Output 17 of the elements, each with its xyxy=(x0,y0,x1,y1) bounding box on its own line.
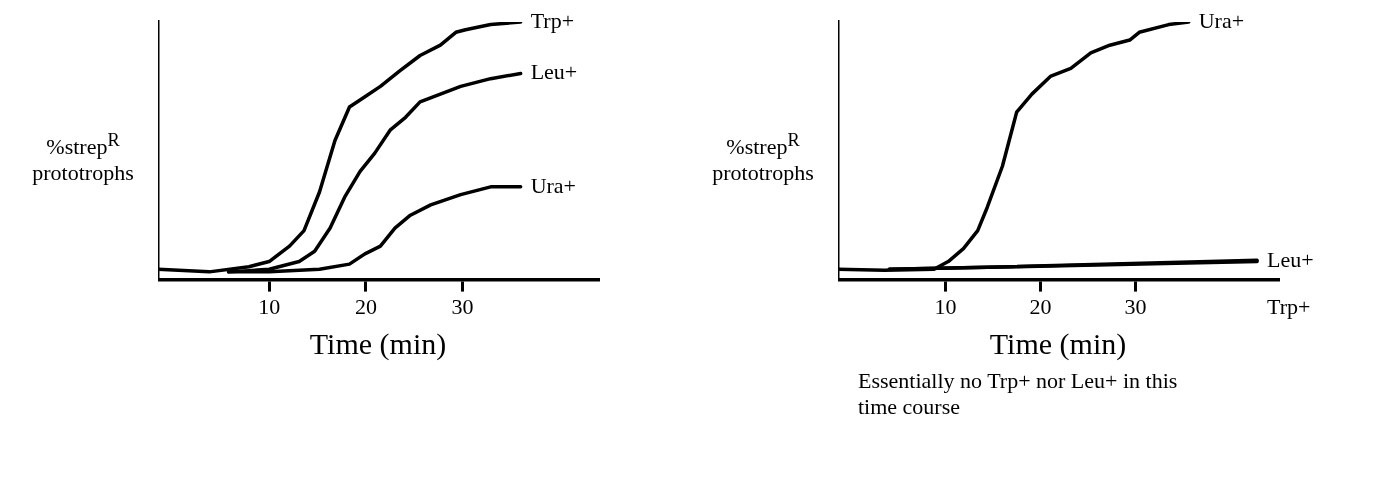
x-tick-label: 20 xyxy=(1029,293,1052,319)
x-tick-label: 30 xyxy=(451,293,474,319)
x-axis-title: Time (min) xyxy=(989,326,1127,361)
series-label: Ura+ xyxy=(530,172,577,198)
x-tick-label: 20 xyxy=(354,293,377,319)
series-label: Leu+ xyxy=(1267,247,1314,273)
x-axis-title: Time (min) xyxy=(309,326,447,361)
text: Essentially no Trp+ nor Leu+ in this time course xyxy=(858,368,1179,420)
y-axis-title: %strep$^{R}$ prototrophs xyxy=(711,129,815,187)
x-tick-label: 10 xyxy=(934,293,957,319)
series-label: Ura+ xyxy=(1198,7,1245,33)
y-axis-title: %strep$^{R}$ prototrophs xyxy=(31,129,135,187)
series-label: Trp+ xyxy=(530,7,575,33)
x-tick-label: 10 xyxy=(258,293,281,319)
series-label: Trp+ xyxy=(1267,294,1311,320)
x-tick-label: 30 xyxy=(1124,293,1147,319)
series-label: Leu+ xyxy=(530,59,578,85)
